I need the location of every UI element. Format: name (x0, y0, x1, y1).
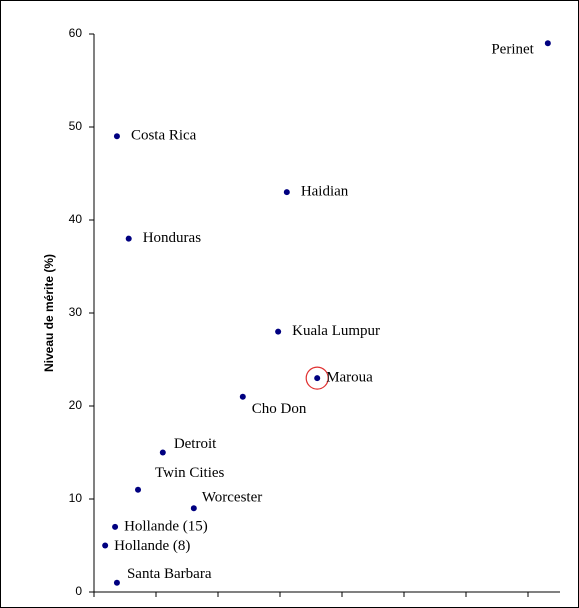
y-tick-label: 40 (69, 212, 83, 226)
point-label: Costa Rica (131, 128, 197, 144)
point (544, 40, 551, 47)
point (275, 328, 282, 335)
y-tick-label: 0 (75, 584, 82, 598)
point-label: Detroit (174, 436, 217, 452)
point-label: Hollande (8) (114, 538, 190, 554)
point (190, 505, 197, 512)
highlight-ring (305, 366, 329, 390)
point-label: Perinet (491, 42, 534, 58)
point-label: Haidian (301, 184, 349, 200)
point-label: Santa Barbara (127, 566, 212, 582)
point-label: Worcester (202, 490, 262, 506)
point-label: Twin Cities (155, 465, 225, 481)
point-label: Kuala Lumpur (292, 323, 380, 339)
point (239, 393, 246, 400)
point-label: Maroua (326, 370, 373, 386)
point (283, 189, 290, 196)
point (102, 542, 109, 549)
y-axis-label: Niveau de mérite (%) (42, 254, 56, 372)
point (159, 449, 166, 456)
point (112, 523, 119, 530)
point (125, 235, 132, 242)
y-tick-label: 10 (69, 491, 83, 505)
point-label: Cho Don (252, 401, 307, 417)
point (135, 486, 142, 493)
point (314, 375, 321, 382)
point (113, 133, 120, 140)
y-tick-label: 20 (69, 398, 83, 412)
point (113, 579, 120, 586)
y-tick-label: 60 (69, 26, 83, 40)
point-label: Honduras (143, 230, 201, 246)
point-label: Hollande (15) (124, 518, 208, 534)
y-tick-label: 30 (69, 305, 83, 319)
y-tick-label: 50 (69, 119, 83, 133)
